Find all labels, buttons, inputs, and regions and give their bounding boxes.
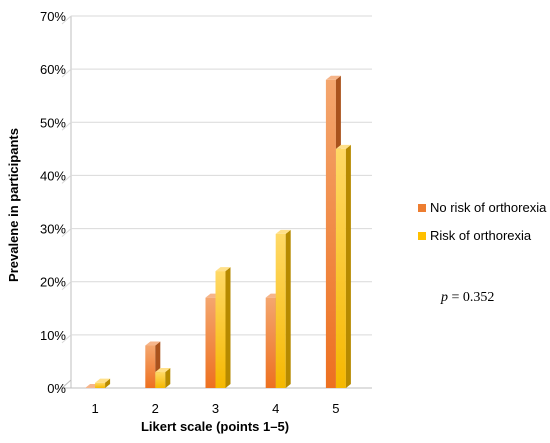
floor-edge xyxy=(61,379,72,389)
bar-risk-of-orthorexia-1-front xyxy=(95,382,106,388)
bar-no-risk-of-orthorexia-2-top xyxy=(145,341,161,346)
bar-risk-of-orthorexia-5-top xyxy=(335,144,351,149)
y-tick-label: 50% xyxy=(40,115,66,130)
bar-risk-of-orthorexia-2-top xyxy=(155,368,171,373)
p-symbol: p xyxy=(440,290,448,305)
bar-risk-of-orthorexia-3-side xyxy=(225,267,231,388)
gridline-side xyxy=(61,121,72,131)
bar-no-risk-of-orthorexia-4-front xyxy=(265,297,276,388)
legend-swatch-risk xyxy=(418,232,426,240)
y-tick-labels: 0% 10% 20% 30% 40% 50% 60% 70% xyxy=(40,9,66,396)
bar-risk-of-orthorexia-4-front xyxy=(275,233,286,388)
bar-risk-of-orthorexia-5 xyxy=(335,144,351,388)
gridline-side xyxy=(61,175,72,184)
bar-risk-of-orthorexia-2-front xyxy=(155,372,166,388)
bar-risk-of-orthorexia-2 xyxy=(155,368,171,388)
x-tick-label-3: 3 xyxy=(212,401,219,416)
x-tick-label-1: 1 xyxy=(91,401,98,416)
y-axis-title: Prevalene in participants xyxy=(6,128,21,282)
p-value: = 0.352 xyxy=(448,290,494,305)
gridline-side xyxy=(61,334,72,344)
bar-risk-of-orthorexia-4-side xyxy=(285,229,291,388)
bar-risk-of-orthorexia-1 xyxy=(95,378,111,388)
gridline-side xyxy=(61,228,72,237)
x-tick-label-5: 5 xyxy=(332,401,339,416)
bar-no-risk-of-orthorexia-5-top xyxy=(325,75,341,80)
gridline-side xyxy=(61,68,72,78)
bar-risk-of-orthorexia-1-top xyxy=(95,378,111,383)
x-axis-title: Likert scale (points 1–5) xyxy=(141,419,289,434)
y-tick-label: 60% xyxy=(40,62,66,77)
y-tick-label: 70% xyxy=(40,9,66,24)
bars xyxy=(85,75,351,389)
bar-risk-of-orthorexia-3-front xyxy=(215,271,226,388)
bar-risk-of-orthorexia-1-side xyxy=(105,378,111,388)
legend-swatch-no-risk xyxy=(418,204,426,212)
legend-label-no-risk: No risk of orthorexia xyxy=(430,200,547,215)
y-tick-label: 30% xyxy=(40,222,66,237)
bar-risk-of-orthorexia-5-side xyxy=(345,144,351,388)
bar-no-risk-of-orthorexia-5-front xyxy=(325,79,336,389)
p-value-annotation: p = 0.352 xyxy=(440,290,494,305)
bar-risk-of-orthorexia-3 xyxy=(215,267,231,388)
legend: No risk of orthorexia Risk of orthorexia xyxy=(418,200,547,243)
x-tick-label-2: 2 xyxy=(152,401,159,416)
legend-label-risk: Risk of orthorexia xyxy=(430,228,532,243)
bar-risk-of-orthorexia-4-top xyxy=(275,229,291,234)
gridline-side xyxy=(61,15,72,25)
bar-risk-of-orthorexia-3-top xyxy=(215,267,231,272)
bar-no-risk-of-orthorexia-2-front xyxy=(145,345,156,388)
x-tick-label-4: 4 xyxy=(272,401,279,416)
gridline-side xyxy=(61,281,72,291)
y-tick-label: 10% xyxy=(40,328,66,343)
y-tick-label: 0% xyxy=(47,381,66,396)
bar-risk-of-orthorexia-5-front xyxy=(335,148,346,388)
bar-risk-of-orthorexia-2-side xyxy=(165,368,171,388)
x-tick-labels: 1 2 3 4 5 xyxy=(91,401,339,416)
bar-no-risk-of-orthorexia-3-front xyxy=(205,297,216,388)
bar-risk-of-orthorexia-4 xyxy=(275,229,291,388)
y-tick-label: 40% xyxy=(40,168,66,183)
y-tick-label: 20% xyxy=(40,275,66,290)
